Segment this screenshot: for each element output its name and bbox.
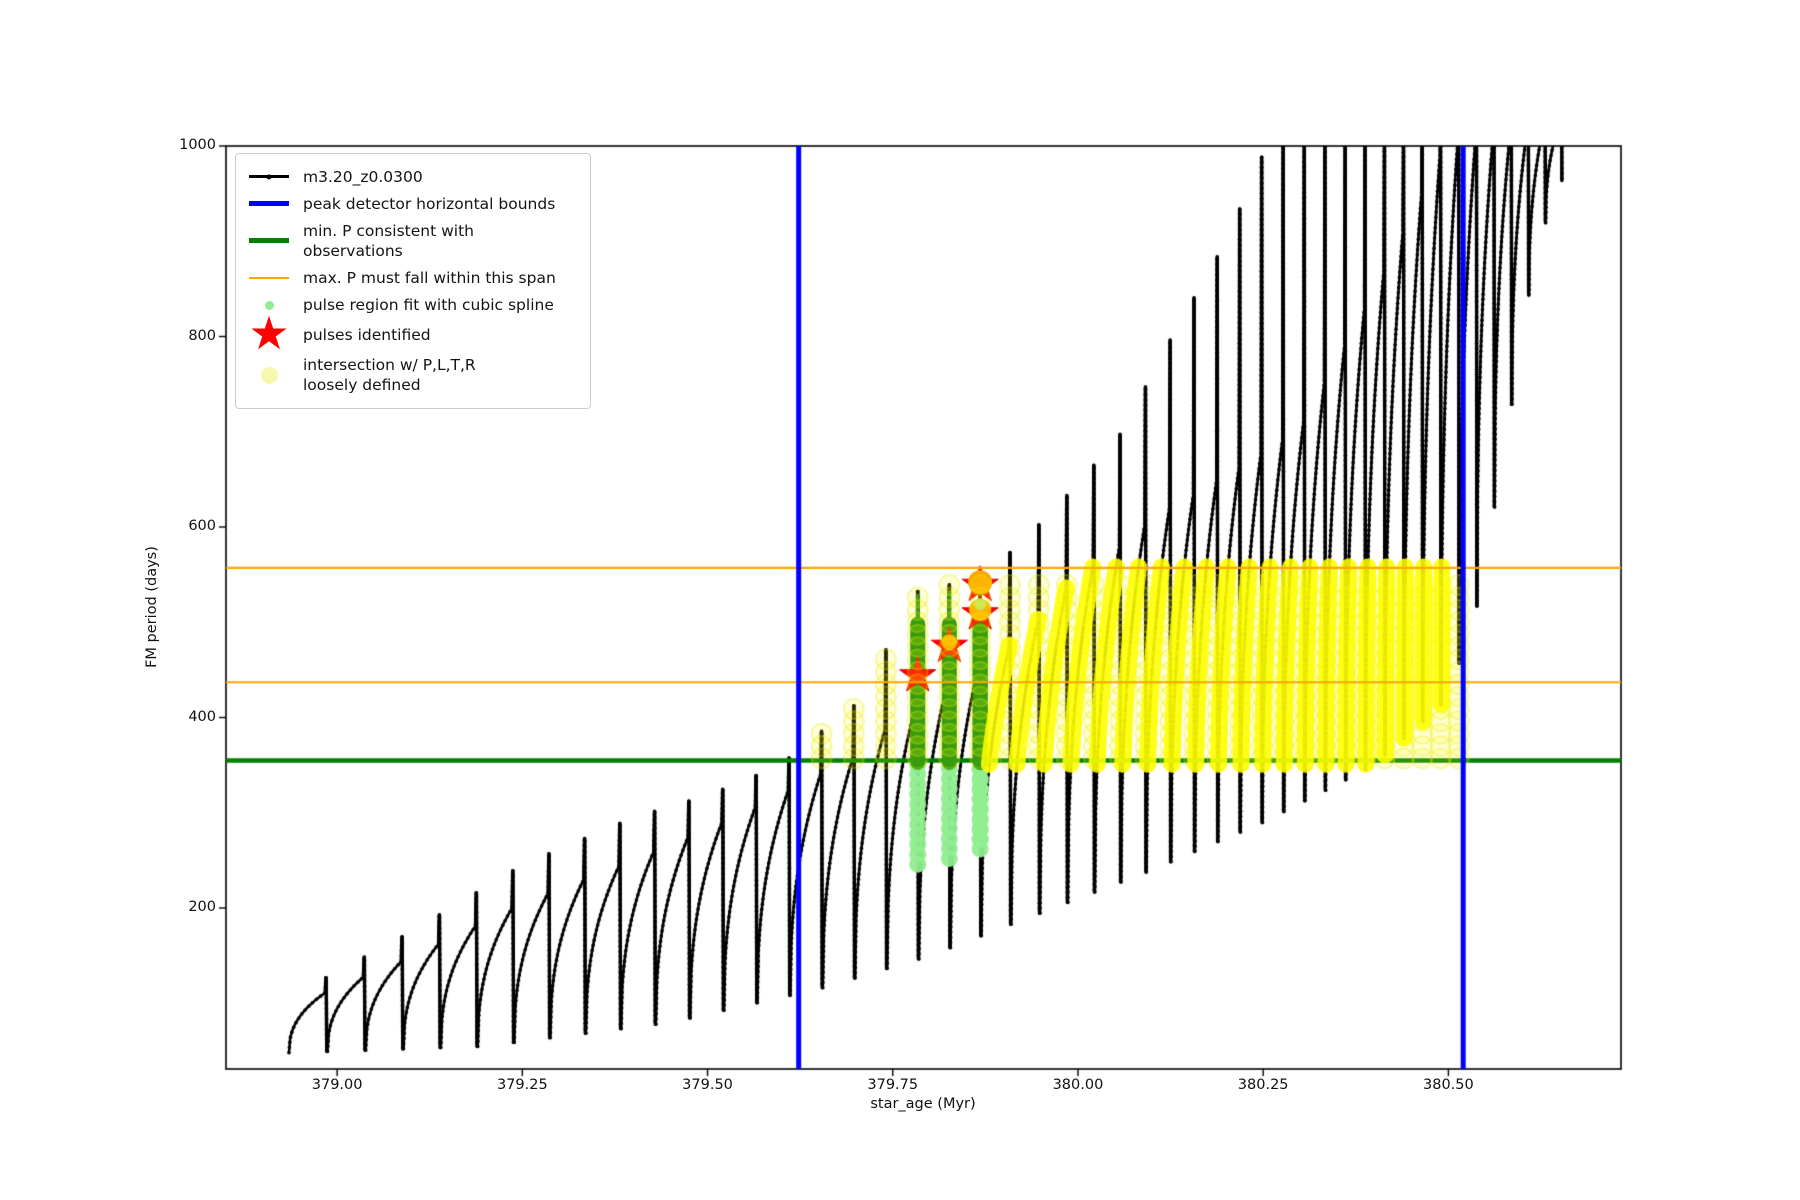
yellow-dot-marker-icon (246, 366, 292, 384)
orange-line-marker-icon (246, 276, 292, 280)
x-tick-label: 380.25 (1237, 1077, 1289, 1093)
y-tick-label: 200 (188, 899, 216, 916)
x-tick-label: 380.50 (1423, 1077, 1474, 1093)
x-tick-label: 379.00 (311, 1077, 363, 1093)
legend-item-min-p: min. P consistent with observations (246, 217, 578, 264)
x-tick-label: 379.25 (496, 1077, 548, 1093)
legend-item-track: m3.20_z0.0300 (246, 163, 578, 190)
legend-item-intersection: intersection w/ P,L,T,R loosely defined (246, 352, 578, 399)
legend-item-peak-bounds: peak detector horizontal bounds (246, 190, 578, 217)
line-dot-marker-icon (246, 174, 292, 180)
x-tick-label: 379.50 (682, 1077, 733, 1093)
legend-item-min-p-label: min. P consistent with observations (303, 221, 474, 260)
green-line-marker-icon (246, 238, 292, 244)
y-tick-label: 800 (188, 327, 216, 344)
legend-item-spline-label: pulse region fit with cubic spline (303, 296, 554, 315)
star-icon: ★ (248, 306, 290, 361)
green-dot-marker-icon (246, 300, 292, 310)
x-axis-label: star_age (Myr) (870, 1096, 976, 1112)
legend-item-pulses: ★ pulses identified (246, 306, 578, 361)
legend-item-track-label: m3.20_z0.0300 (303, 167, 423, 186)
y-axis-label: FM period (days) (144, 546, 160, 668)
legend[interactable]: m3.20_z0.0300 peak detector horizontal b… (235, 153, 591, 410)
legend-item-max-p: max. P must fall within this span (246, 265, 578, 292)
legend-item-pulses-label: pulses identified (303, 326, 431, 345)
legend-item-peak-bounds-label: peak detector horizontal bounds (303, 194, 556, 213)
legend-item-intersection-label: intersection w/ P,L,T,R loosely defined (303, 356, 476, 395)
y-tick-label: 1000 (179, 137, 216, 153)
y-tick-label: 600 (188, 518, 216, 534)
legend-item-max-p-label: max. P must fall within this span (303, 269, 556, 288)
y-tick-label: 400 (188, 708, 216, 725)
x-tick-label: 379.75 (867, 1077, 919, 1093)
blue-line-marker-icon (246, 201, 292, 207)
x-tick-label: 380.00 (1052, 1077, 1104, 1093)
legend-item-spline: pulse region fit with cubic spline (246, 292, 578, 319)
